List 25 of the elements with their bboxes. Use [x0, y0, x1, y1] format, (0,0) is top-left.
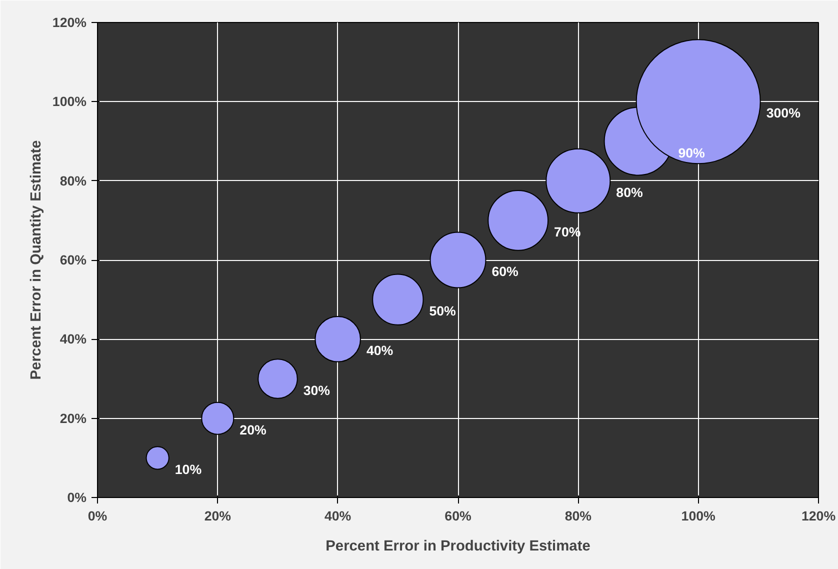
x-tick-label: 20%: [204, 508, 232, 524]
y-tick-label: 60%: [60, 252, 87, 268]
data-label: 300%: [766, 106, 801, 121]
x-axis-title: Percent Error in Productivity Estimate: [326, 538, 590, 554]
data-label: 80%: [616, 184, 644, 200]
x-tick-label: 80%: [564, 508, 592, 524]
data-label: 20%: [240, 422, 266, 438]
data-label: 90%: [678, 145, 706, 160]
data-label: 50%: [429, 304, 456, 319]
y-tick-label: 40%: [60, 332, 87, 347]
x-tick-label: 60%: [444, 508, 472, 524]
y-tick-label: 80%: [60, 173, 87, 188]
x-tick-label: 100%: [681, 508, 716, 524]
y-tick-label: 120%: [52, 15, 87, 30]
x-tick-label: 40%: [324, 508, 352, 524]
data-label: 30%: [303, 382, 330, 398]
y-tick-label: 100%: [52, 94, 87, 110]
x-tick-label: 0%: [88, 508, 108, 524]
y-tick-label: 0%: [67, 490, 87, 505]
data-label: 10%: [174, 462, 202, 477]
y-tick-label: 20%: [60, 410, 87, 426]
data-label: 40%: [366, 343, 394, 358]
data-label: 60%: [492, 264, 519, 279]
y-axis-title: Percent Error in Quantity Estimate: [28, 140, 44, 380]
x-tick-label: 120%: [801, 508, 836, 524]
